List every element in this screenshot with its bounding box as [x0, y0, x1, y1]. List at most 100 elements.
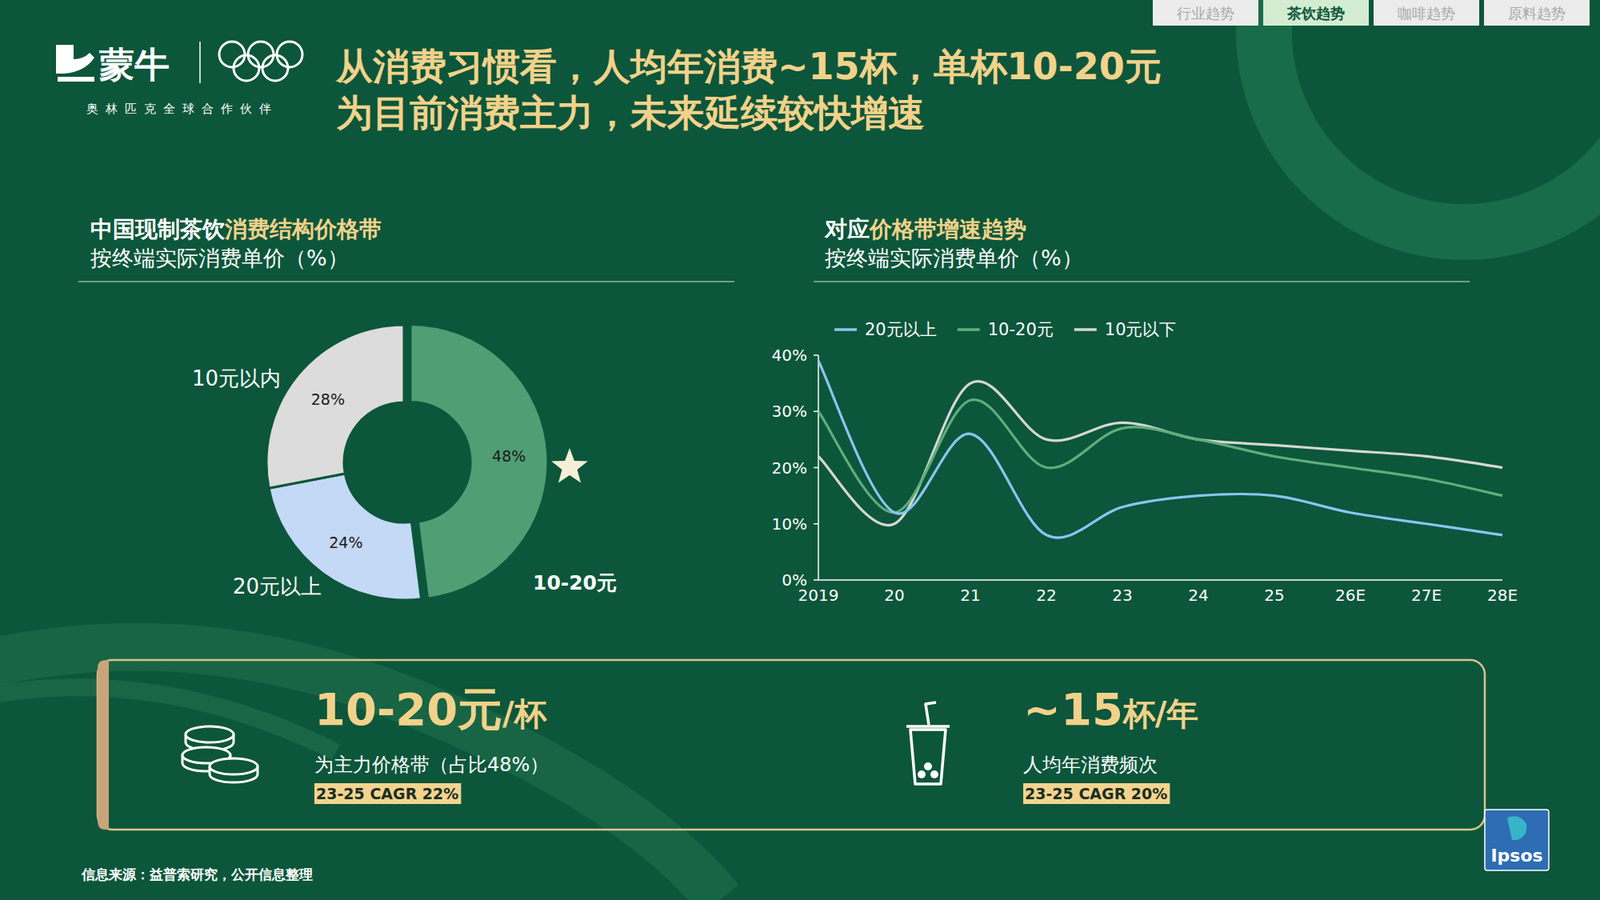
- panel-subtitle: 按终端实际消费单价（%）: [824, 245, 1084, 271]
- x-tick-label: 21: [960, 585, 980, 605]
- logo: 蒙牛奥林匹克全球合作伙伴: [56, 41, 303, 116]
- panel-title-part: 对应: [824, 216, 870, 243]
- tab-bg: [1152, 0, 1259, 26]
- y-tick: [813, 523, 819, 525]
- axes: 0%10%20%30%40%201920212223242526E27E28E: [772, 345, 1519, 605]
- summary-main: ~15: [1023, 683, 1124, 736]
- x-tick-label: 23: [1112, 585, 1132, 605]
- decor-swoosh: [0, 647, 720, 900]
- star-icon: [551, 448, 588, 483]
- series-line: [818, 381, 1503, 526]
- tab-bg: [1373, 0, 1480, 26]
- olympic-ring: [262, 55, 288, 81]
- x-tick-label: 2019: [798, 585, 840, 605]
- legend-swatch: [834, 328, 857, 332]
- summary-box: [97, 660, 1485, 830]
- tab-label[interactable]: 行业趋势: [1176, 4, 1235, 22]
- panel-subtitle: 按终端实际消费单价（%）: [90, 245, 349, 271]
- badge-shape: [1507, 816, 1527, 840]
- legend-label: 10-20元: [988, 320, 1054, 340]
- tab[interactable]: 咖啡趋势: [1373, 0, 1480, 26]
- cagr-highlight: [314, 783, 461, 804]
- data-label: 48%: [492, 447, 526, 465]
- cup-pearl: [930, 770, 939, 779]
- y-tick-label: 30%: [772, 401, 808, 421]
- logo-icon: [56, 44, 95, 82]
- slide-title: 为目前消费主力，未来延续较快增速: [336, 91, 925, 135]
- panel-title-part: 中国现制茶饮: [90, 216, 226, 243]
- panel-title-part: 消费结构价格带: [224, 216, 382, 243]
- summary-unit: /杯: [502, 695, 548, 732]
- source-note: 信息来源：益普索研究，公开信息整理: [80, 866, 313, 883]
- donut-labels: 48%10-20元24%20元以上28%10元以内: [192, 366, 617, 599]
- tab[interactable]: 原料趋势: [1484, 0, 1590, 26]
- y-tick-label: 20%: [772, 458, 808, 478]
- cagr-highlight: [1023, 783, 1170, 804]
- olympic-ring: [219, 41, 245, 68]
- tab[interactable]: 行业趋势: [1152, 0, 1259, 26]
- logo-brand: 蒙牛: [99, 44, 170, 85]
- category-label: 10元以内: [192, 366, 281, 391]
- donut: [266, 324, 548, 600]
- coins-icon: [182, 726, 258, 783]
- legend-swatch: [957, 328, 980, 332]
- logo-separator: [199, 41, 201, 84]
- background: [0, 0, 1600, 900]
- x-tick-label: 27E: [1411, 585, 1442, 605]
- summary-unit: 杯/年: [1121, 695, 1200, 732]
- ipsos-badge: Ipsos: [1484, 809, 1549, 871]
- panel-title-part: 价格带增速趋势: [868, 216, 1027, 243]
- cagr-text: 23-25 CAGR 22%: [316, 784, 459, 803]
- summary-value: 10-20元/杯: [314, 683, 548, 736]
- y-tick: [813, 354, 819, 356]
- series-line: [818, 360, 1503, 538]
- summary-accent: [97, 660, 109, 830]
- legend-label: 10元以下: [1104, 320, 1177, 340]
- olympic-ring: [233, 55, 260, 81]
- logo-tagline: 奥林匹克全球合作伙伴: [86, 101, 279, 116]
- summary-label: 为主力价格带（占比48%）: [314, 753, 549, 776]
- x-tick-label: 25: [1264, 585, 1284, 605]
- panel-rule: [813, 280, 1470, 283]
- data-label: 24%: [328, 533, 363, 552]
- summary-main: 10-20元: [314, 683, 503, 736]
- cup-straw: [925, 702, 936, 725]
- summary-label: 人均年消费频次: [1023, 753, 1158, 776]
- cup-pearl: [924, 762, 932, 771]
- slide: 行业趋势茶饮趋势咖啡趋势原料趋势蒙牛奥林匹克全球合作伙伴从消费习惯看，人均年消费…: [0, 0, 1600, 900]
- lines: [818, 360, 1503, 538]
- cup-lid: [906, 724, 950, 728]
- y-tick: [813, 467, 819, 469]
- olympic-ring: [276, 41, 303, 68]
- x-tick-label: 22: [1036, 585, 1056, 605]
- panel-title: 中国现制茶饮消费结构价格带: [90, 216, 382, 243]
- y-tick-label: 10%: [772, 514, 808, 534]
- tab-label[interactable]: 咖啡趋势: [1397, 4, 1456, 22]
- tab-bg: [1484, 0, 1590, 26]
- badge-bg: [1484, 809, 1549, 871]
- cup-pearl: [917, 770, 926, 779]
- y-tick: [813, 411, 819, 413]
- tab-label[interactable]: 茶饮趋势: [1286, 4, 1345, 22]
- decor-swoosh: [0, 687, 336, 752]
- decor-ring: [1264, 0, 1600, 232]
- panel-rule: [78, 280, 735, 283]
- x-tick-label: 20: [884, 585, 904, 605]
- x-tick-label: 28E: [1487, 585, 1518, 605]
- x-tick-label: 26E: [1335, 585, 1366, 605]
- olympic-ring: [248, 41, 274, 68]
- y-tick: [813, 579, 819, 581]
- y-tick-label: 40%: [772, 345, 808, 365]
- cup-body: [910, 729, 946, 784]
- badge-text: Ipsos: [1490, 845, 1543, 866]
- tab-label[interactable]: 原料趋势: [1508, 4, 1566, 22]
- coin-top: [209, 758, 258, 775]
- tab-bg: [1263, 0, 1369, 26]
- data-label: 28%: [311, 390, 345, 408]
- cup-icon: [906, 702, 950, 784]
- donut-slice: [410, 324, 548, 599]
- legend-label: 20元以上: [864, 320, 937, 340]
- x-axis: [818, 579, 1503, 581]
- tab[interactable]: 茶饮趋势: [1263, 0, 1369, 26]
- category-label: 10-20元: [532, 571, 617, 595]
